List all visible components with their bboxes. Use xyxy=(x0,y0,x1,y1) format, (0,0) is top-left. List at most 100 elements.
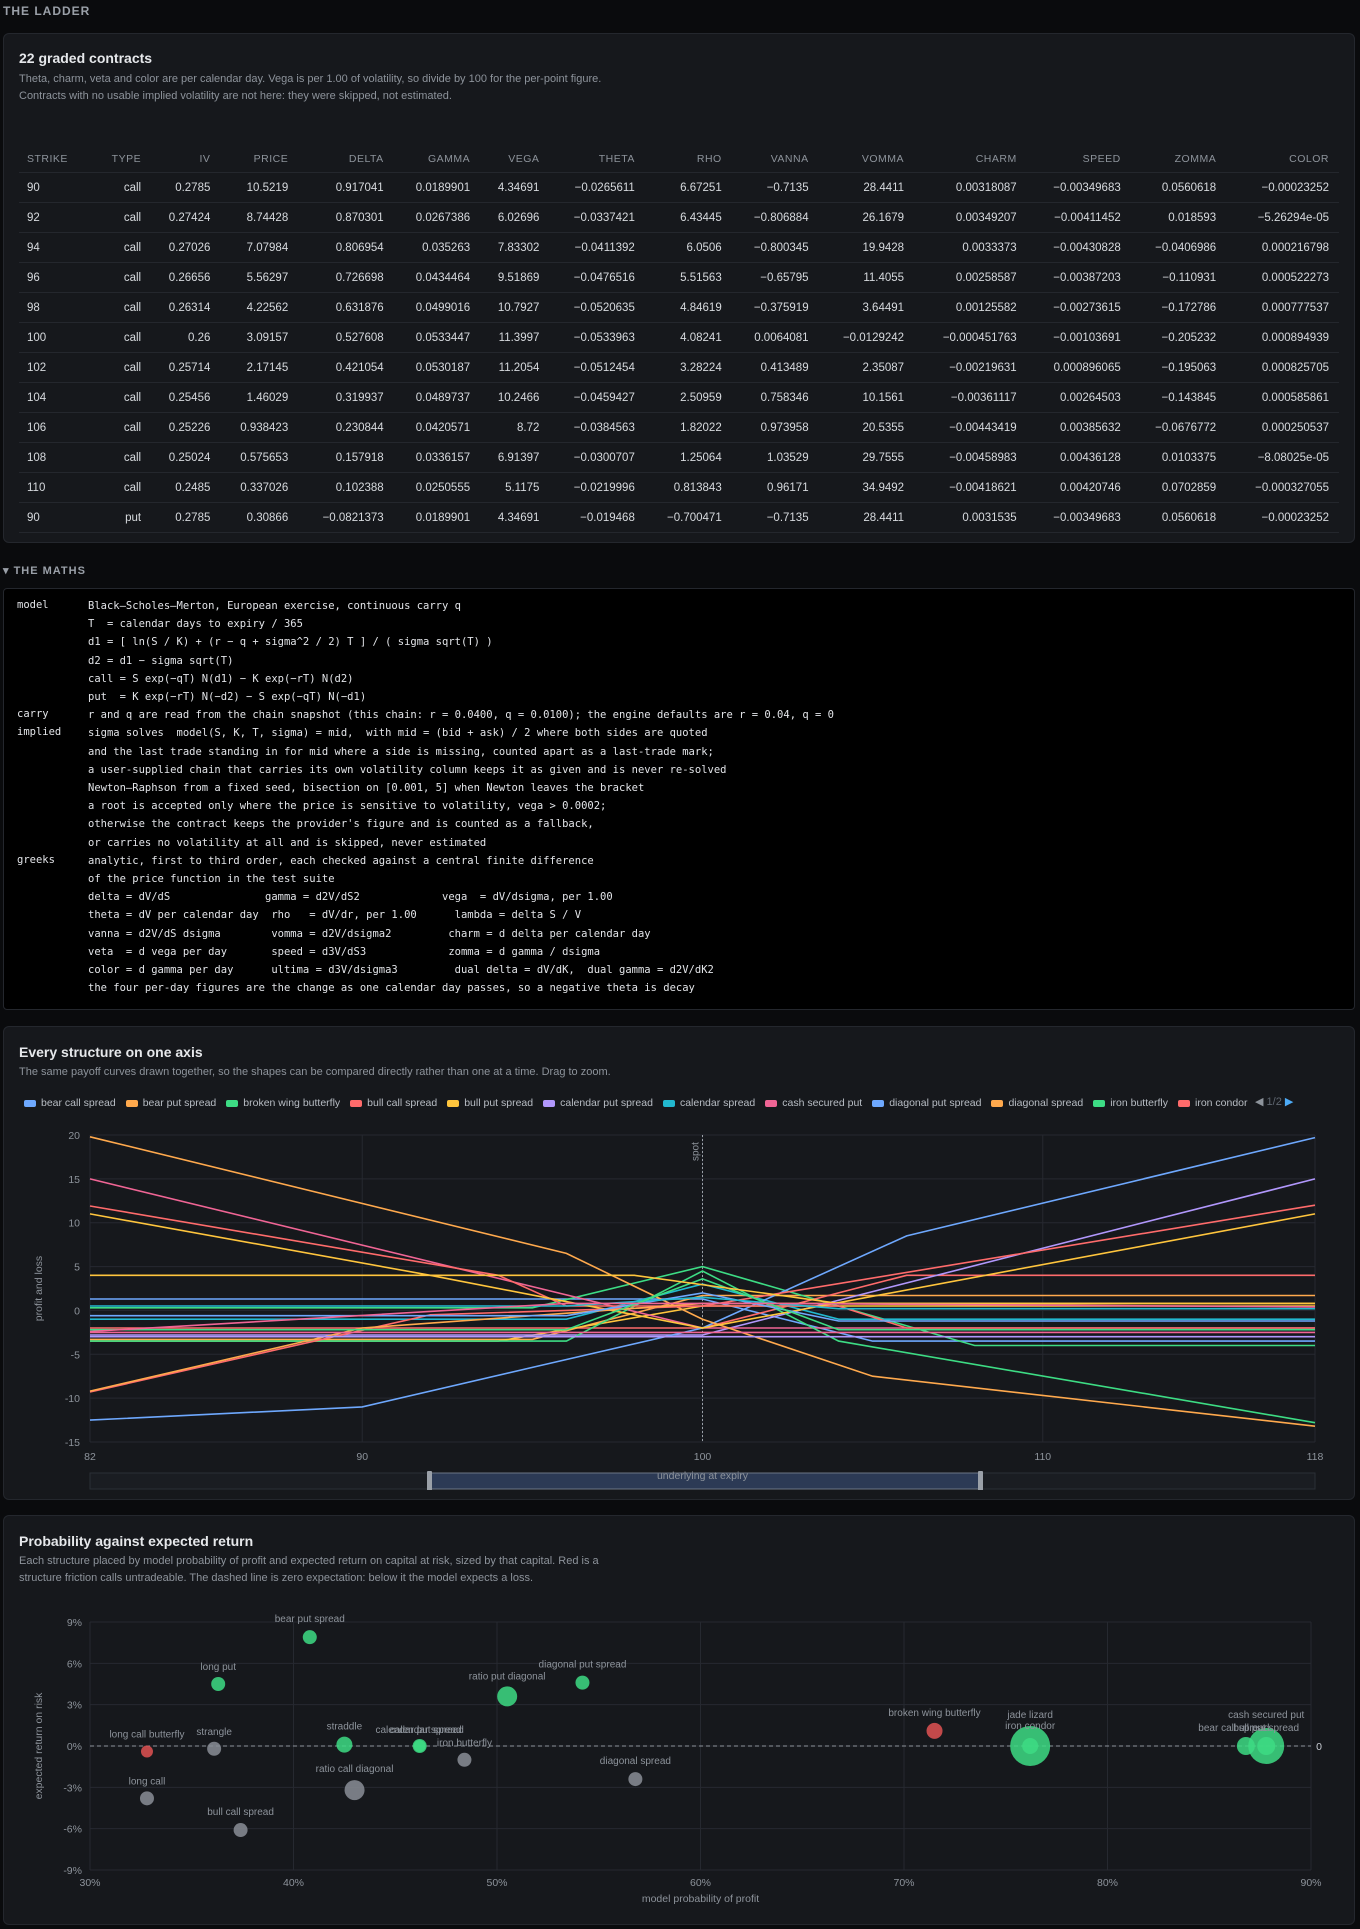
table-cell: 0.26 xyxy=(151,322,221,353)
column-header[interactable]: PRICE xyxy=(253,153,289,165)
table-cell: call xyxy=(98,472,152,503)
scatter-point-label: cash secured put xyxy=(1228,1710,1304,1721)
table-cell: 0.230844 xyxy=(298,412,394,443)
table-cell: −0.0459427 xyxy=(549,382,645,413)
table-cell: 100 xyxy=(19,322,99,353)
ladder-note-2: Contracts with no usable implied volatil… xyxy=(19,90,452,102)
table-cell: −0.143845 xyxy=(1130,382,1227,413)
scatter-point-label: bull put spread xyxy=(1233,1723,1299,1734)
legend-label: bull call spread xyxy=(367,1097,438,1109)
table-cell: −0.00361117 xyxy=(914,382,1027,413)
scatter-title: Probability against expected return xyxy=(19,1533,254,1549)
legend-item[interactable]: diagonal spread xyxy=(991,1097,1083,1109)
x-tick-label: 80% xyxy=(1097,1877,1118,1889)
table-cell: 0.0420571 xyxy=(393,412,481,443)
table-cell: 90 xyxy=(19,502,99,533)
legend-label: broken wing butterfly xyxy=(243,1097,341,1109)
column-header[interactable]: VOMMA xyxy=(861,153,905,165)
pager-next-icon[interactable]: ▶ xyxy=(1284,1096,1294,1108)
column-header[interactable]: SPEED xyxy=(1082,153,1121,165)
table-cell: 0.938423 xyxy=(220,412,299,443)
legend-item[interactable]: calendar put spread xyxy=(543,1097,653,1109)
table-cell: 5.51563 xyxy=(644,262,732,293)
table-cell: −0.00418621 xyxy=(914,472,1027,503)
payoff-series-line xyxy=(89,1136,1316,1427)
table-cell: 4.34691 xyxy=(480,502,550,533)
legend-item[interactable]: cash secured put xyxy=(765,1097,862,1109)
table-cell: 0.0434464 xyxy=(393,262,481,293)
table-cell: −0.195063 xyxy=(1130,352,1227,383)
payoff-series-line xyxy=(90,1270,1316,1424)
scatter-point xyxy=(302,1630,317,1645)
table-row: 104 call 0.25456 1.46029 0.319937 0.0489737 10… xyxy=(19,382,1339,413)
column-header[interactable]: ZOMMA xyxy=(1174,153,1217,165)
table-cell: 11.2054 xyxy=(480,352,550,383)
legend-item[interactable]: bull call spread xyxy=(350,1097,437,1109)
scatter-chart[interactable]: 9% 6% 3% 0% -3% -6% -9%30% 40% 50% 60% 70% 80% 90% 0 b… xyxy=(0,1600,1360,1925)
table-cell: 0.0560618 xyxy=(1130,172,1227,203)
legend-item[interactable]: bear put spread xyxy=(125,1097,216,1109)
column-header[interactable]: STRIKE xyxy=(27,153,68,165)
scatter-point xyxy=(575,1675,590,1690)
x-tick-label: 90 xyxy=(356,1451,368,1463)
column-header[interactable]: TYPE xyxy=(111,153,142,165)
y-tick-label: -6% xyxy=(63,1824,82,1836)
legend-item[interactable]: broken wing butterfly xyxy=(226,1097,340,1109)
table-cell: 104 xyxy=(19,382,99,413)
legend-pager[interactable]: ◀ 1/2 ▶ xyxy=(1255,1095,1293,1108)
legend-swatch xyxy=(226,1099,239,1107)
table-cell: call xyxy=(98,262,152,293)
payoff-chart[interactable]: -15 -10 -5 0 5 10 15 20 82 90 100 110 118 spot profit … xyxy=(0,1085,1360,1490)
table-cell: −0.0300707 xyxy=(549,442,645,473)
scatter-point-label: bear put spread xyxy=(275,1614,345,1625)
table-row: 96 call 0.26656 5.56297 0.726698 0.0434464 9.5… xyxy=(19,262,1339,293)
table-cell: 1.25064 xyxy=(644,442,732,473)
column-header[interactable]: THETA xyxy=(598,153,635,165)
legend-item[interactable]: iron butterfly xyxy=(1093,1097,1168,1109)
column-header[interactable]: IV xyxy=(199,153,211,165)
maths-line: d1 = [ ln(S / K) + (r − q + sigma^2 / 2)… xyxy=(88,636,493,649)
pager-prev-icon[interactable]: ◀ xyxy=(1255,1096,1264,1108)
table-cell: 0.000896065 xyxy=(1026,352,1131,383)
legend-label: calendar put spread xyxy=(560,1097,653,1109)
table-cell: 1.03529 xyxy=(731,442,819,473)
table-cell: 6.43445 xyxy=(644,202,732,233)
table-cell: 0.018593 xyxy=(1130,202,1227,233)
table-cell: −0.700471 xyxy=(644,502,732,533)
legend-item[interactable]: calendar spread xyxy=(662,1097,755,1109)
table-cell: 10.2466 xyxy=(480,382,550,413)
table-cell: −0.800345 xyxy=(731,232,819,263)
legend-swatch xyxy=(447,1099,460,1107)
column-header[interactable]: VEGA xyxy=(508,153,540,165)
maths-line: delta = dV/dS gamma = d2V/dS2 vega = dV/… xyxy=(88,891,613,904)
table-cell: −0.00219631 xyxy=(914,352,1027,383)
maths-line: or carries no volatility at all and is s… xyxy=(88,836,487,849)
table-cell: call xyxy=(98,322,152,353)
table-cell: −0.0406986 xyxy=(1130,232,1227,263)
table-cell: 0.25714 xyxy=(151,352,221,383)
table-cell: 4.84619 xyxy=(644,292,732,323)
column-header[interactable]: VANNA xyxy=(770,153,809,165)
spot-label: spot xyxy=(691,1142,702,1161)
scatter-point-label: straddle xyxy=(327,1722,363,1733)
table-cell: −0.00349683 xyxy=(1026,502,1131,533)
maths-section-toggle[interactable]: ▾ THE MATHS xyxy=(3,565,86,577)
legend-item[interactable]: diagonal put spread xyxy=(872,1097,981,1109)
column-header[interactable]: CHARM xyxy=(975,153,1017,165)
payoff-series-line xyxy=(89,1213,1316,1329)
column-header[interactable]: RHO xyxy=(696,153,722,165)
legend-item[interactable]: bear call spread xyxy=(24,1097,116,1109)
table-cell: −5.26294e-05 xyxy=(1226,202,1339,233)
zoom-handle-left[interactable] xyxy=(427,1471,432,1490)
table-cell: 0.157918 xyxy=(298,442,394,473)
legend-item[interactable]: iron condor xyxy=(1177,1097,1248,1109)
table-cell: 0.25226 xyxy=(151,412,221,443)
column-header[interactable]: COLOR xyxy=(1289,153,1329,165)
zoom-handle-right[interactable] xyxy=(978,1471,983,1490)
column-header[interactable]: GAMMA xyxy=(427,153,471,165)
x-tick-label: 60% xyxy=(690,1877,711,1889)
legend-item[interactable]: bull put spread xyxy=(447,1097,533,1109)
column-header[interactable]: DELTA xyxy=(348,153,384,165)
table-cell: −0.00387203 xyxy=(1026,262,1131,293)
maths-line: sigma solves model(S, K, T, sigma) = mid… xyxy=(88,727,708,740)
